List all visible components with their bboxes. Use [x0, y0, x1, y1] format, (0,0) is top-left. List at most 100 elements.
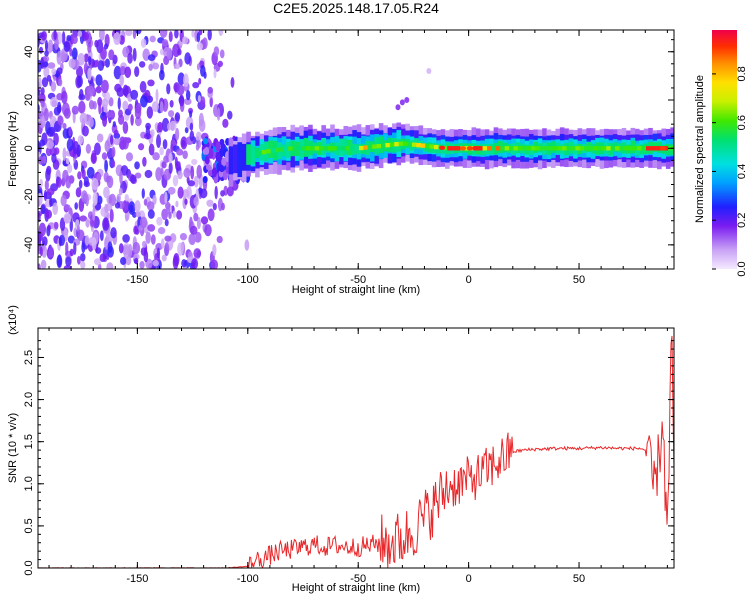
noise-blob: [203, 71, 207, 79]
noise-blob: [71, 47, 78, 60]
band-core-cell: [593, 146, 598, 151]
noise-blob: [41, 244, 48, 258]
band-core-cell: [610, 146, 616, 151]
onset-blob: [204, 147, 210, 155]
noise-blob: [176, 84, 185, 96]
noise-blob: [134, 116, 142, 127]
noise-blob: [87, 43, 92, 54]
noise-blob: [91, 178, 99, 190]
noise-blob: [134, 172, 142, 179]
noise-blob: [104, 159, 109, 173]
noise-blob: [155, 88, 159, 103]
noise-blob: [57, 254, 62, 268]
noise-blob: [40, 100, 45, 108]
noise-blob: [64, 214, 70, 224]
noise-blob: [107, 241, 113, 254]
noise-blob: [112, 121, 116, 128]
noise-blob: [181, 259, 187, 268]
band-core-cell: [310, 146, 315, 151]
noise-blob: [103, 43, 109, 50]
noise-blob: [108, 49, 115, 61]
noise-blob: [38, 198, 41, 208]
noise-blob: [222, 118, 229, 128]
noise-blob: [195, 143, 200, 151]
noise-blob: [194, 231, 202, 243]
noise-blob: [198, 77, 202, 85]
band-core-cell: [632, 146, 638, 151]
noise-blob: [95, 85, 102, 94]
noise-blob: [103, 186, 110, 199]
band-core-cell: [517, 146, 523, 151]
noise-blob: [179, 94, 185, 107]
noise-blob: [134, 106, 142, 120]
noise-blob: [113, 138, 121, 146]
noise-blob: [119, 74, 125, 86]
noise-blob: [192, 81, 200, 89]
noise-blob: [182, 150, 188, 160]
noise-blob: [66, 34, 72, 42]
y-tick-label: 2.0: [23, 392, 35, 407]
noise-blob: [159, 48, 164, 56]
noise-blob: [175, 127, 180, 141]
band-core-cell: [540, 146, 545, 151]
noise-blob: [85, 218, 90, 228]
y-tick-label: 1.5: [23, 434, 35, 449]
noise-blob: [53, 30, 57, 41]
noise-blob: [139, 216, 148, 229]
noise-blob: [167, 186, 176, 195]
onset-blob: [219, 164, 225, 173]
noise-blob: [143, 250, 149, 263]
noise-blob: [47, 62, 56, 69]
noise-blob: [96, 173, 102, 182]
noise-blob: [63, 41, 71, 52]
noise-blob: [68, 126, 72, 137]
onset-blob: [220, 143, 226, 150]
noise-blob: [122, 234, 130, 243]
noise-blob: [134, 200, 141, 213]
band-core-cell: [579, 146, 585, 151]
band-cell: [250, 146, 256, 164]
noise-blob: [168, 110, 175, 118]
noise-blob: [101, 152, 108, 160]
band-core-cell: [314, 146, 320, 151]
band-core-cell: [381, 143, 386, 148]
noise-blob: [75, 187, 82, 198]
spectrogram-x-label: Height of straight line (km): [292, 284, 420, 296]
noise-blob: [212, 203, 217, 211]
noise-blob: [67, 163, 73, 174]
band-core-cell: [376, 143, 382, 149]
noise-blob: [105, 175, 111, 183]
noise-blob: [179, 232, 188, 241]
y-tick-label: 20: [23, 94, 35, 106]
noise-blob: [127, 103, 133, 112]
noise-blob: [172, 255, 179, 269]
band-cell: [246, 144, 251, 165]
noise-blob: [120, 165, 129, 176]
noise-blob: [113, 65, 122, 80]
snr-y-ticks: 0.0 0.5 1.0 1.5 2.0 2.5: [23, 340, 674, 576]
noise-blob: [81, 168, 86, 180]
colorbar: 0.0 0.2 0.4 0.6 0.8 Normalized spectral ampl…: [694, 30, 748, 277]
noise-blob: [39, 178, 43, 188]
noise-blob: [181, 36, 189, 45]
noise-blob: [159, 146, 164, 156]
noise-blob: [38, 155, 45, 165]
noise-blob: [84, 235, 90, 246]
noise-blob: [193, 248, 202, 259]
noise-blob: [183, 98, 192, 106]
snr-y-label: SNR (10 * v/v): [7, 413, 19, 483]
noise-blob: [176, 148, 184, 156]
band-core-cell: [601, 146, 607, 151]
band-cell: [228, 146, 234, 175]
noise-blob: [38, 77, 42, 91]
band-core-cell: [646, 146, 651, 151]
band-core-cell: [482, 146, 488, 151]
chart-title: C2E5.2025.148.17.05.R24: [273, 0, 439, 16]
noise-blob: [65, 256, 72, 267]
band-cell: [241, 143, 247, 171]
noise-blob: [214, 185, 218, 200]
noise-blob: [106, 262, 114, 269]
noise-blob: [187, 180, 196, 187]
noise-blob: [200, 216, 209, 225]
noise-blob: [44, 179, 49, 191]
